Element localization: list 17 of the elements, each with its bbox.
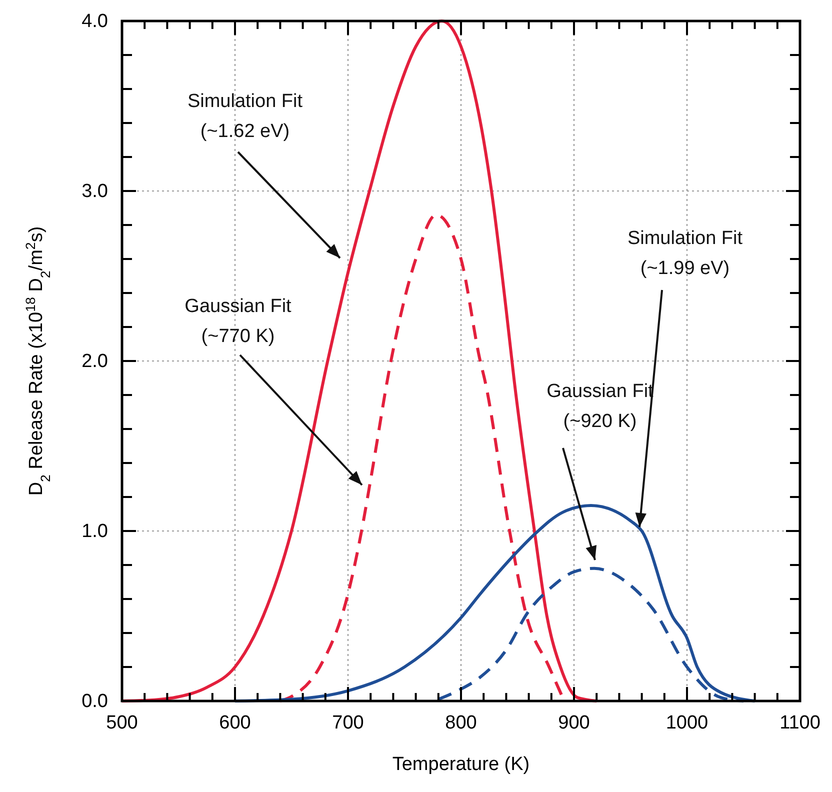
y-tick-label: 3.0 <box>82 181 108 202</box>
x-tick-label: 1100 <box>780 712 820 734</box>
x-tick-label: 500 <box>106 712 138 734</box>
annotation: Simulation Fit (~1.62 eV) <box>187 91 304 142</box>
y-tick-label: 0.0 <box>82 691 108 712</box>
line-series <box>234 504 756 702</box>
x-tick-label: 1000 <box>666 712 708 734</box>
x-tick-label: 700 <box>332 712 364 734</box>
annotation: Gaussian Fit (~770 K) <box>184 296 292 347</box>
y-tick-label: 4.0 <box>82 11 108 32</box>
y-tick-label: 1.0 <box>82 521 108 542</box>
y-tick-label: 2.0 <box>82 351 108 372</box>
x-tick-label: 900 <box>558 712 590 734</box>
annotation: Simulation Fit (~1.99 eV) <box>627 228 744 279</box>
x-axis-title: Temperature (K) <box>392 754 530 775</box>
x-tick-label: 800 <box>445 712 477 734</box>
x-tick-label: 600 <box>219 712 251 734</box>
